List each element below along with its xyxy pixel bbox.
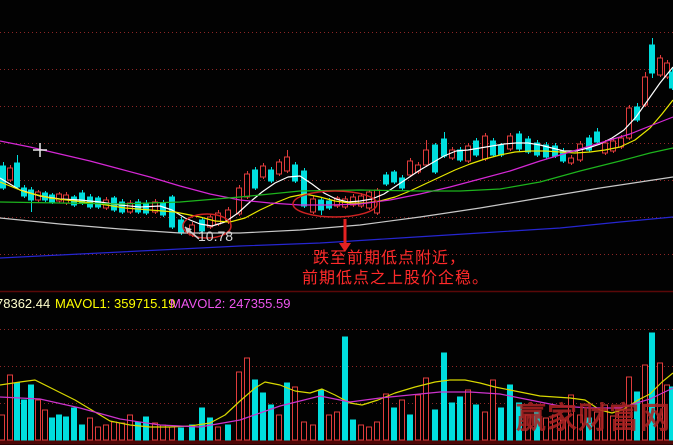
- annotation-shapes: [33, 143, 378, 252]
- ma-lines: [0, 66, 673, 259]
- annotation-note-line2: 前期低点之上股价企稳。: [302, 270, 490, 287]
- low-marker-arrow-head: [185, 227, 192, 234]
- note-arrow-head: [339, 243, 351, 252]
- ma-green: [0, 147, 673, 205]
- ma-blue: [0, 216, 673, 259]
- grid-lines: [0, 32, 673, 404]
- mavol1-line: [0, 372, 673, 428]
- volume-bars: [0, 332, 673, 441]
- mavol-lines: [0, 372, 673, 428]
- mavol2-line: [0, 387, 673, 428]
- candles: [0, 38, 673, 237]
- highlight-ellipse-first-low: [182, 213, 232, 239]
- volume-value: 78362.44: [0, 296, 51, 311]
- mavol1-readout: MAVOL1: 359715.19: [55, 296, 176, 311]
- highlight-ellipse-second-low: [292, 190, 378, 218]
- low-point-price-label: 10.78: [198, 228, 234, 244]
- ma-gray: [0, 176, 673, 234]
- site-watermark: 赢家财富网: [516, 402, 671, 435]
- separator-lines: [0, 290, 673, 445]
- ma-magenta: [0, 116, 673, 206]
- mavol2-readout: MAVOL2: 247355.59: [170, 296, 291, 311]
- annotation-note-line1: 跌至前期低点附近，: [313, 250, 467, 267]
